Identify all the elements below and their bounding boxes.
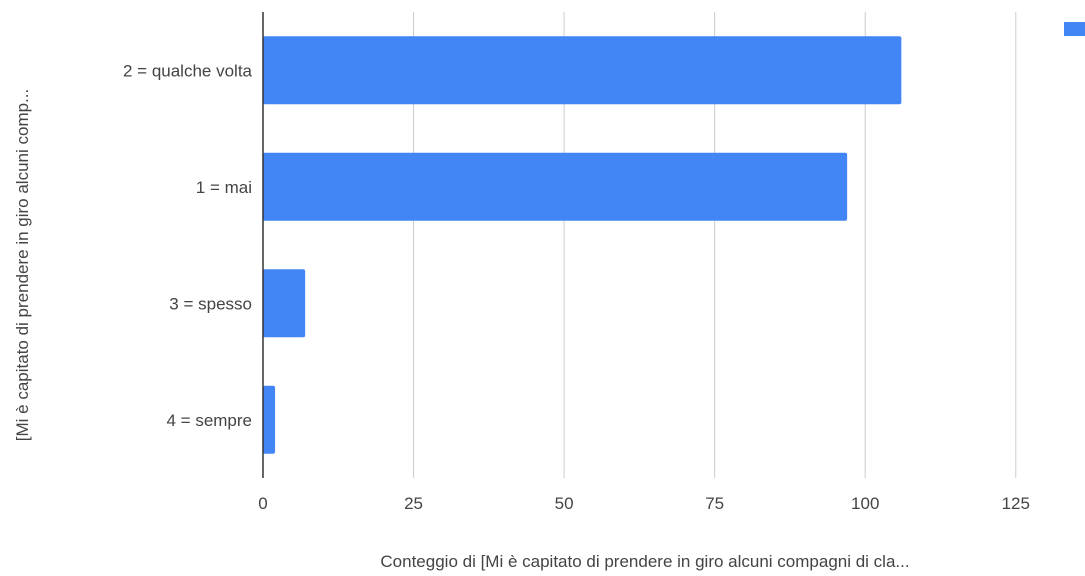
category-label: 2 = qualche volta	[123, 61, 253, 80]
x-tick-label: 75	[705, 494, 724, 513]
x-axis-title: Conteggio di [Mi è capitato di prendere …	[380, 552, 909, 571]
x-tick-label: 125	[1002, 494, 1030, 513]
category-label: 4 = sempre	[166, 411, 252, 430]
bar	[263, 36, 902, 105]
x-tick-label: 50	[555, 494, 574, 513]
legend-swatch	[1064, 22, 1085, 36]
bar	[263, 385, 276, 454]
bar	[263, 269, 306, 338]
x-tick-label: 25	[404, 494, 423, 513]
bars	[263, 36, 902, 454]
y-axis-title: [Mi è capitato di prendere in giro alcun…	[13, 89, 32, 441]
x-tick-label: 100	[851, 494, 879, 513]
x-tick-labels: 0 25 50 75 100 125	[258, 494, 1030, 513]
category-label: 3 = spesso	[169, 294, 252, 313]
category-label: 1 = mai	[196, 178, 252, 197]
bar	[263, 152, 848, 221]
category-labels: 2 = qualche volta 1 = mai 3 = spesso 4 = se…	[123, 61, 253, 430]
x-tick-label: 0	[258, 494, 267, 513]
